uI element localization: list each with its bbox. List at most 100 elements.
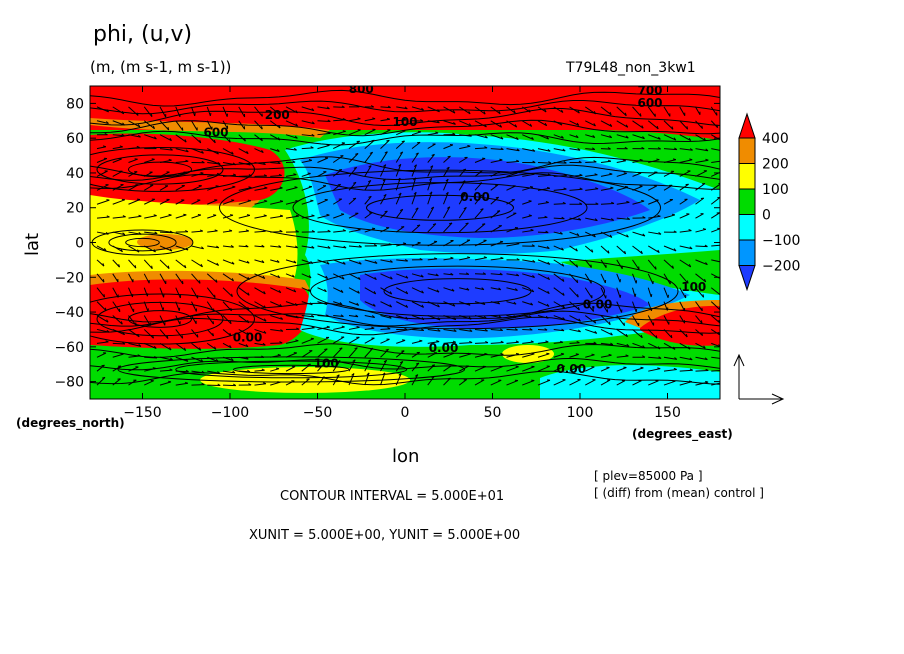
wind-vector — [238, 245, 249, 248]
wind-vector-head — [278, 173, 282, 176]
wind-vector — [459, 365, 470, 372]
wind-vector — [380, 118, 390, 122]
wind-vector — [112, 216, 126, 219]
wind-vector-head — [215, 358, 219, 362]
wind-vector — [411, 328, 424, 331]
wind-vector-head — [217, 383, 221, 386]
wind-vector — [695, 148, 709, 152]
wind-vector — [569, 342, 580, 344]
wind-vector-head — [404, 258, 408, 262]
wind-vector — [348, 129, 361, 136]
wind-vector — [647, 273, 654, 285]
wind-vector-head — [293, 260, 297, 264]
wind-vector-head — [154, 231, 158, 235]
wind-vector — [222, 329, 232, 337]
wind-vector-head — [429, 191, 433, 195]
wind-vector — [175, 245, 189, 251]
wind-vector — [427, 273, 439, 277]
wind-vector — [443, 155, 451, 163]
wind-vector-head — [402, 339, 406, 341]
wind-vector-head — [117, 378, 121, 380]
wind-vector-head — [484, 124, 487, 128]
wind-vector-head — [398, 373, 402, 376]
wind-vector — [411, 242, 421, 247]
wind-vector — [585, 217, 598, 222]
wind-vector — [648, 380, 659, 386]
wind-vector-head — [514, 288, 518, 291]
wind-vector — [695, 259, 708, 266]
wind-vector-head — [184, 139, 187, 143]
colorbar-top-triangle — [738, 112, 756, 139]
wind-vector — [317, 185, 327, 191]
wind-vector-head — [578, 160, 582, 164]
wind-vector-head — [199, 347, 202, 351]
wind-vector — [506, 199, 515, 205]
wind-vector — [553, 188, 567, 191]
wind-vector — [411, 207, 419, 219]
wind-vector-head — [120, 248, 123, 252]
wind-vector-head — [703, 137, 707, 141]
contour-label: 0.00 — [583, 298, 613, 312]
wind-vector — [317, 273, 328, 279]
wind-vector-head — [482, 272, 486, 275]
wind-vector-head — [516, 242, 520, 245]
wind-vector-head — [420, 119, 424, 122]
wind-vector-head — [498, 315, 502, 319]
wind-vector-head — [397, 177, 401, 181]
wind-vector — [191, 370, 205, 374]
wind-vector — [364, 151, 373, 163]
wind-vector-head — [170, 357, 174, 361]
wind-vector — [254, 134, 263, 142]
wind-vector — [364, 301, 376, 307]
wind-vector — [411, 106, 424, 111]
wind-vector-head — [686, 126, 689, 130]
wind-vector — [648, 159, 660, 163]
wind-vector-head — [462, 192, 466, 196]
wind-vector-head — [232, 185, 236, 188]
wind-vector — [427, 352, 438, 358]
wind-vector-head — [200, 359, 204, 363]
wind-vector — [238, 134, 246, 142]
x-tick-label: 150 — [654, 405, 681, 421]
wind-vector-head — [261, 355, 265, 358]
wind-vector — [207, 245, 219, 249]
wind-vector — [585, 328, 597, 334]
wind-vector — [395, 373, 402, 386]
wind-vector — [238, 214, 251, 219]
wind-vector-head — [214, 294, 216, 298]
wind-vector-head — [700, 320, 703, 324]
wind-vector-head — [262, 229, 266, 232]
wind-vector — [207, 370, 220, 374]
wind-vector-head — [106, 329, 110, 333]
wind-vector-head — [468, 110, 471, 115]
wind-vector-head — [578, 217, 582, 221]
nw-red-cell — [90, 133, 285, 205]
wind-vector-head — [607, 147, 611, 150]
wind-vector — [128, 379, 137, 386]
wind-vector-head — [389, 291, 393, 295]
wind-vector-head — [561, 216, 565, 220]
wind-vector — [175, 134, 187, 143]
wind-vector-head — [386, 139, 390, 142]
wind-vector — [270, 368, 280, 372]
wind-vector — [537, 301, 550, 307]
wind-vector — [695, 228, 707, 233]
wind-vector — [521, 106, 531, 113]
wind-vector — [254, 120, 263, 130]
wind-vector — [333, 230, 346, 233]
wind-vector — [285, 287, 296, 293]
wind-vector — [427, 120, 440, 124]
wind-vector — [285, 301, 298, 306]
wind-vector — [270, 287, 282, 294]
wind-vector — [584, 301, 594, 312]
wind-vector-head — [529, 123, 533, 127]
wind-vector — [632, 120, 644, 129]
wind-vector-head — [311, 326, 315, 329]
wind-vector-head — [642, 136, 645, 139]
wind-vector — [112, 106, 124, 115]
wind-vector-head — [310, 146, 314, 149]
wind-vector-head — [294, 302, 298, 306]
wind-vector — [553, 341, 564, 344]
contour-ring — [175, 360, 408, 379]
